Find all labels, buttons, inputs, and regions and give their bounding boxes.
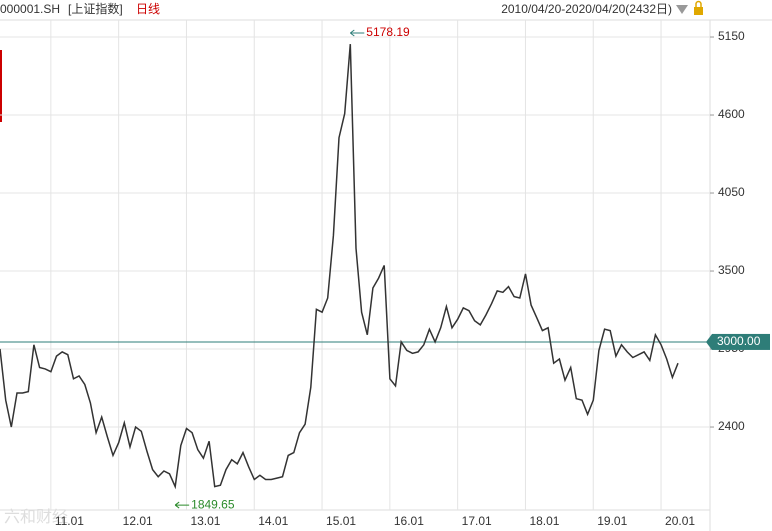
symbol: 000001.SH <box>0 2 60 16</box>
x-tick-label: 14.01 <box>258 514 288 528</box>
period: 日线 <box>136 2 160 16</box>
reference-pointer <box>706 333 712 350</box>
x-tick-label: 11.01 <box>55 514 84 528</box>
reference-box <box>712 333 770 350</box>
lock-icon[interactable] <box>694 7 703 15</box>
x-tick-label: 18.01 <box>529 514 559 528</box>
dropdown-icon[interactable] <box>676 5 688 14</box>
low-arrow <box>174 501 190 509</box>
edge-marker <box>0 50 2 122</box>
index-name: [上证指数] <box>68 1 123 16</box>
x-tick-label: 16.01 <box>394 514 424 528</box>
x-tick-label: 15.01 <box>326 514 356 528</box>
low-label: 1849.65 <box>191 497 235 511</box>
y-tick-label: 3500 <box>718 263 745 277</box>
high-label: 5178.19 <box>366 25 410 39</box>
y-tick-label: 2400 <box>718 419 745 433</box>
y-tick-label: 5150 <box>718 29 745 43</box>
range-label: 2010/04/20-2020/04/20(2432日) <box>501 2 672 16</box>
high-arrow <box>350 29 365 37</box>
lock-icon <box>695 0 702 7</box>
x-tick-label: 20.01 <box>665 514 695 528</box>
price-line <box>0 44 679 490</box>
x-tick-label: 17.01 <box>462 514 492 528</box>
y-tick-label: 4050 <box>718 185 745 199</box>
x-tick-label: 13.01 <box>190 514 220 528</box>
watermark: 六和财经 <box>4 508 68 526</box>
x-tick-label: 12.01 <box>123 514 153 528</box>
reference-label: 3000.00 <box>717 334 761 348</box>
x-tick-label: 19.01 <box>597 514 627 528</box>
y-tick-label: 4600 <box>718 107 745 121</box>
